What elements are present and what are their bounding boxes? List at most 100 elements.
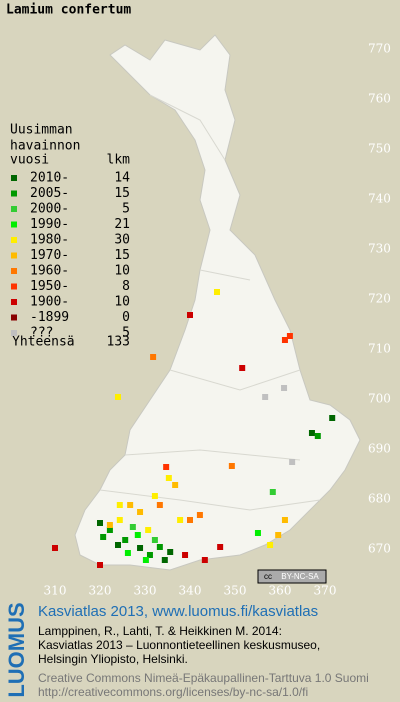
observation [134, 532, 141, 538]
observation [156, 502, 163, 508]
legend-label: ??? [30, 326, 53, 341]
x-tick-label: 350 [224, 584, 247, 598]
x-tick-label: 310 [44, 584, 67, 598]
observation [201, 557, 208, 563]
observation [314, 433, 321, 439]
y-tick-label: 710 [368, 342, 391, 356]
legend-label: 2005- [30, 186, 69, 201]
brand: LUOMUS [4, 602, 29, 697]
observation [254, 530, 261, 536]
observation [127, 502, 134, 508]
legend-count: 5 [122, 202, 130, 217]
observation [100, 534, 107, 540]
legend-label: 1980- [30, 233, 69, 248]
badge-cc: cc [264, 572, 272, 581]
citation: Lamppinen, R., Lahti, T. & Heikkinen M. … [38, 624, 282, 638]
x-tick-label: 330 [134, 584, 157, 598]
observation [165, 475, 172, 481]
legend-count: 10 [114, 295, 130, 310]
legend-count: 15 [114, 248, 130, 263]
observation [267, 542, 274, 548]
total: 133 [107, 335, 130, 350]
observation [262, 394, 269, 400]
observation [116, 502, 123, 508]
observation [151, 537, 158, 543]
observation [161, 557, 168, 563]
observation [129, 524, 136, 530]
legend-swatch [11, 252, 17, 259]
observation [196, 512, 203, 518]
observation [115, 394, 121, 400]
total-label: Yhteensä [12, 335, 75, 350]
observation [167, 549, 174, 555]
x-tick-label: 340 [179, 584, 202, 598]
legend-swatch [11, 299, 17, 305]
observation [172, 482, 179, 488]
y-tick-label: 700 [368, 392, 391, 406]
y-tick-label: 730 [368, 242, 391, 256]
legend-swatch [11, 237, 17, 243]
finland-outline [74, 34, 361, 571]
observation [281, 517, 288, 523]
legend-swatch [11, 268, 17, 274]
observation [182, 552, 189, 558]
observation [137, 509, 144, 515]
observation [286, 333, 293, 339]
region-borders [99, 94, 321, 511]
count-heading: lkm [107, 153, 131, 168]
legend-count: 14 [114, 171, 130, 186]
observation [106, 527, 113, 533]
observation [142, 557, 149, 563]
legend-count: 30 [114, 233, 130, 248]
observation [116, 517, 123, 523]
observation [281, 337, 288, 343]
license[interactable]: http://creativecommons.org/licenses/by-n… [38, 685, 308, 699]
observation [150, 354, 157, 360]
legend-swatch [11, 175, 17, 181]
badge-box [257, 569, 327, 584]
observation [97, 562, 103, 568]
y-tick-label: 670 [368, 542, 391, 556]
legend-swatch [11, 330, 17, 336]
legend-heading: havainnon [10, 139, 80, 154]
observation [52, 545, 58, 551]
legend-swatch [11, 206, 17, 212]
observation [214, 289, 220, 295]
legend-count: 15 [114, 186, 130, 201]
legend-heading: vuosi [10, 153, 49, 168]
headline[interactable]: Kasviatlas 2013, www.luomus.fi/kasviatla… [38, 603, 318, 620]
legend-count: 8 [122, 279, 130, 294]
observation [163, 464, 170, 470]
observation [187, 517, 193, 523]
observation [146, 552, 153, 558]
y-tick-label: 720 [368, 292, 391, 306]
title: Lamium confertum [6, 3, 131, 18]
x-tick-label: 360 [269, 584, 292, 598]
observation [329, 415, 336, 421]
y-tick-label: 760 [368, 92, 391, 106]
y-tick-label: 680 [368, 492, 391, 506]
observation [217, 544, 224, 550]
legend-count: 5 [122, 326, 130, 341]
observation [145, 527, 152, 533]
legend-swatch [11, 221, 17, 228]
citation: Helsingin Yliopisto, Helsinki. [38, 652, 188, 666]
observation [137, 545, 144, 551]
legend-count: 10 [114, 264, 130, 279]
legend-label: -1899 [30, 310, 69, 325]
observation [177, 517, 184, 523]
legend-label: 1900- [30, 295, 69, 310]
observation [124, 550, 131, 556]
legend-count: 21 [114, 217, 130, 232]
badge-text: BY-NC-SA [281, 572, 319, 581]
license: Creative Commons Nimeä-Epäkaupallinen-Ta… [38, 671, 369, 685]
legend-label: 1970- [30, 248, 69, 263]
observation [97, 520, 103, 526]
cc-badge[interactable]: cc BY-NC-SA [257, 569, 327, 584]
observation [269, 489, 276, 495]
observation [228, 463, 235, 469]
y-tick-label: 750 [368, 142, 391, 156]
legend-label: 1960- [30, 264, 69, 279]
